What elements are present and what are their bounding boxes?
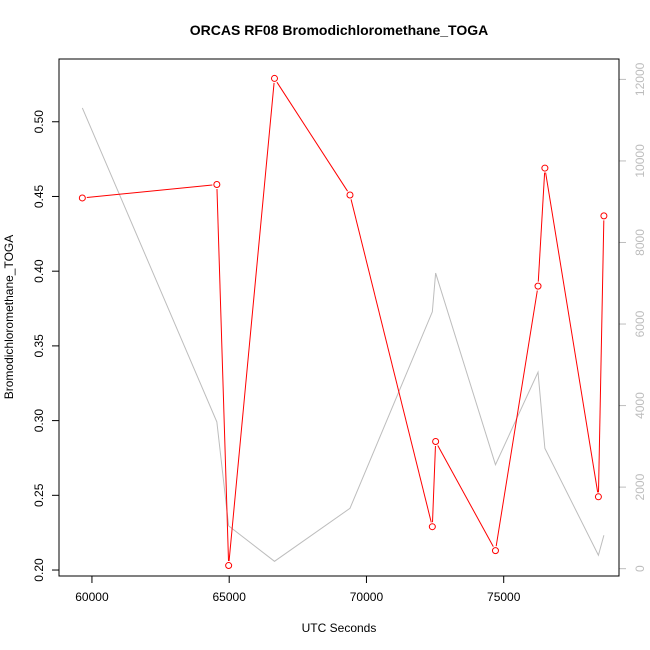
series-line-segment xyxy=(86,184,213,199)
data-point xyxy=(534,282,542,290)
y2-tick-label: 10000 xyxy=(633,144,647,178)
y-tick-label: 0.35 xyxy=(32,334,46,358)
x-tick-label: 65000 xyxy=(213,590,247,604)
y-tick-label: 0.20 xyxy=(32,558,46,582)
y2-tick-label: 8000 xyxy=(633,229,647,256)
data-point xyxy=(432,438,440,446)
data-point xyxy=(600,212,608,220)
chart-title: ORCAS RF08 Bromodichloromethane_TOGA xyxy=(190,22,488,38)
data-point xyxy=(491,547,499,555)
data-point xyxy=(428,523,436,531)
y2-tick-label: 6000 xyxy=(633,310,647,337)
series-line-segment xyxy=(228,82,275,562)
data-point xyxy=(213,181,221,189)
y2-tick-label: 12000 xyxy=(633,62,647,96)
series-line-segment xyxy=(276,81,348,192)
data-point xyxy=(594,493,602,501)
x-tick-label: 70000 xyxy=(350,590,384,604)
data-point xyxy=(78,194,86,202)
y-tick-label: 0.50 xyxy=(32,110,46,134)
y-tick-label: 0.25 xyxy=(32,483,46,507)
y2-tick-label: 2000 xyxy=(633,473,647,500)
x-tick-label: 75000 xyxy=(487,590,521,604)
plot-frame xyxy=(58,58,620,577)
y2-tick-label: 4000 xyxy=(633,392,647,419)
series-layer xyxy=(78,74,608,570)
y-tick-label: 0.45 xyxy=(32,184,46,208)
data-point xyxy=(270,74,278,82)
y-tick-label: 0.30 xyxy=(32,409,46,433)
data-point xyxy=(225,562,233,570)
x-axis-label: UTC Seconds xyxy=(302,621,377,635)
series-line-segment xyxy=(545,172,599,493)
series-line-segment xyxy=(432,445,436,523)
series-line-segment xyxy=(437,445,494,547)
x-tick-label: 60000 xyxy=(75,590,109,604)
series-line-segment xyxy=(350,199,432,523)
data-point xyxy=(541,164,549,172)
y-axis-label: Bromodichloromethane_TOGA xyxy=(2,235,16,400)
axes-layer: 60000 65000 70000 750000.200.250.300.350.40… xyxy=(32,62,647,604)
series-line-segment xyxy=(597,220,605,493)
y2-tick-label: 0 xyxy=(633,565,647,572)
data-point xyxy=(346,191,354,199)
series-line-segment xyxy=(495,290,538,547)
series-line-segment xyxy=(216,188,230,562)
series-line-segment xyxy=(537,172,546,282)
y-tick-label: 0.40 xyxy=(32,259,46,283)
series-line xyxy=(81,107,605,562)
